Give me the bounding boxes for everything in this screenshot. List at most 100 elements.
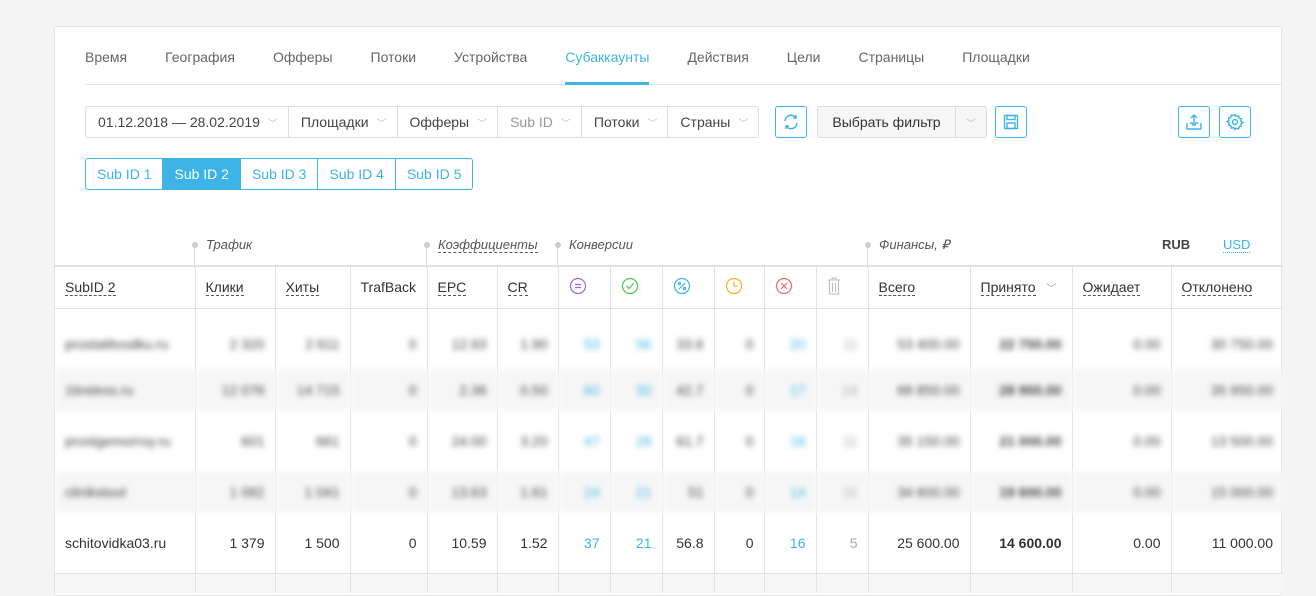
cell-8: 33.6 — [662, 319, 715, 369]
cell-value: prostatitvodku.ru — [65, 336, 169, 352]
cell-6[interactable]: 60 — [558, 369, 611, 411]
export-button[interactable] — [1178, 106, 1210, 138]
column-header[interactable]: Хиты — [275, 265, 351, 309]
cell-value: 0 — [408, 484, 417, 500]
column-header[interactable]: Отклонено — [1171, 265, 1283, 309]
spacer — [1072, 308, 1172, 319]
tab-0[interactable]: Время — [85, 49, 128, 65]
column-header[interactable]: Клики — [195, 265, 276, 309]
column-header[interactable]: SubID 2 — [55, 265, 196, 309]
cell-12: 34 600.00 — [868, 471, 971, 513]
group-coefficients[interactable]: Коэффициенты — [438, 237, 538, 253]
cell-0: 1tireless.ru — [55, 369, 196, 411]
column-percent[interactable] — [662, 265, 715, 309]
cell-value: 60 — [583, 382, 600, 398]
cell-10[interactable]: 16 — [764, 411, 817, 471]
cell-7[interactable]: 30 — [610, 369, 663, 411]
tab-3[interactable]: Потоки — [370, 49, 417, 65]
cell-10[interactable]: 20 — [764, 319, 817, 369]
cell-value: schitovidka03.ru — [65, 534, 167, 551]
currency-usd[interactable]: USD — [1223, 237, 1251, 253]
cell-6[interactable]: 24 — [558, 471, 611, 513]
column-label: Всего — [878, 279, 916, 297]
cell-7[interactable]: 21 — [610, 471, 663, 513]
cell-value: 0.50 — [520, 382, 548, 398]
cell-6[interactable]: 37 — [558, 513, 611, 573]
tab-9[interactable]: Площадки — [962, 49, 1030, 65]
table-row: prostgemorroy.ru 601 661 0 24.00 3.20 47 28 61.7… — [55, 411, 1283, 471]
refresh-button[interactable] — [775, 106, 807, 138]
cell-7[interactable]: 21 — [610, 513, 663, 573]
column-approved[interactable] — [610, 265, 663, 309]
column-header[interactable]: Принято ﹀ — [970, 265, 1073, 309]
subid-tab-4[interactable]: Sub ID 4 — [318, 159, 396, 189]
column-header: TrafBack — [350, 265, 428, 309]
cell-value: 1tireless.ru — [65, 382, 134, 398]
tab-8[interactable]: Страницы — [858, 49, 925, 65]
cell-value: 0.00 — [1133, 382, 1161, 398]
column-label: TrafBack — [360, 279, 417, 296]
cell-value: 1 082 — [229, 484, 265, 500]
cell-10[interactable]: 14 — [764, 471, 817, 513]
cell-15: 30 750.00 — [1171, 319, 1283, 369]
cell-value: 601 — [241, 433, 265, 449]
cell-1: 601 — [195, 411, 276, 471]
cell-10[interactable]: 16 — [764, 513, 817, 573]
cell-value: 0 — [408, 433, 417, 449]
save-filter-button[interactable] — [995, 106, 1027, 138]
subid-tab-1[interactable]: Sub ID 1 — [86, 159, 164, 189]
group-marker — [424, 242, 430, 248]
cell-value: 11 — [842, 336, 858, 352]
subid-filter[interactable]: Sub ID ﹀ — [498, 107, 582, 137]
cell-2: 1 500 — [275, 513, 351, 573]
cell-6[interactable]: 53 — [558, 319, 611, 369]
spacer — [610, 572, 663, 593]
subid-tab-3[interactable]: Sub ID 3 — [241, 159, 319, 189]
offers-filter[interactable]: Офферы ﹀ — [398, 107, 499, 137]
cell-7[interactable]: 28 — [610, 411, 663, 471]
chevron-down-icon: ﹀ — [267, 118, 278, 130]
column-header[interactable]: Всего — [868, 265, 971, 309]
platforms-filter[interactable]: Площадки ﹀ — [289, 107, 398, 137]
cell-7[interactable]: 56 — [610, 319, 663, 369]
settings-button[interactable] — [1219, 106, 1251, 138]
cell-6[interactable]: 47 — [558, 411, 611, 471]
tab-6[interactable]: Действия — [687, 49, 749, 65]
cell-14: 0.00 — [1072, 471, 1172, 513]
tab-2[interactable]: Офферы — [272, 49, 333, 65]
cell-value: 28 — [635, 433, 652, 449]
countries-filter[interactable]: Страны ﹀ — [668, 107, 758, 137]
column-header[interactable]: Ожидает — [1072, 265, 1172, 309]
cell-value: 12 076 — [221, 382, 265, 398]
cell-4: 12.93 — [427, 319, 498, 369]
select-filter-dropdown[interactable]: Выбрать фильтр ﹀ — [817, 106, 987, 138]
column-total-conv[interactable] — [558, 265, 611, 309]
date-range-filter[interactable]: 01.12.2018 — 28.02.2019 ﹀ — [86, 107, 289, 137]
column-rejected[interactable] — [764, 265, 817, 309]
column-label: Отклонено — [1181, 279, 1253, 297]
cell-10[interactable]: 17 — [764, 369, 817, 411]
cell-13: 19 600.00 — [970, 471, 1073, 513]
column-header[interactable]: EPC — [427, 265, 498, 309]
spacer — [497, 308, 559, 319]
spacer — [714, 308, 765, 319]
currency-rub[interactable]: RUB — [1162, 237, 1191, 252]
sort-desc-icon[interactable]: ﹀ — [1043, 284, 1057, 296]
cell-value: 53 — [583, 336, 600, 352]
flows-filter[interactable]: Потоки ﹀ — [582, 107, 669, 137]
tab-5[interactable]: Субаккаунты — [565, 27, 650, 85]
cell-value: 11 — [842, 433, 858, 449]
tab-7[interactable]: Цели — [786, 49, 821, 65]
tab-1[interactable]: География — [165, 49, 235, 65]
subid-tab-2[interactable]: Sub ID 2 — [163, 159, 241, 189]
table-row: 1tireless.ru 12 076 14 715 0 2.36 0.50 60 30 42.… — [55, 369, 1283, 411]
tab-4[interactable]: Устройства — [454, 49, 528, 65]
cell-value: 24.00 — [451, 433, 487, 449]
cell-value: 11 000.00 — [1211, 534, 1273, 551]
column-trash[interactable] — [816, 265, 869, 309]
cell-0: schitovidka03.ru — [55, 513, 196, 573]
subid-tab-5[interactable]: Sub ID 5 — [406, 166, 462, 182]
cell-12: 68 850.00 — [868, 369, 971, 411]
column-pending[interactable] — [714, 265, 765, 309]
column-header[interactable]: CR — [497, 265, 559, 309]
